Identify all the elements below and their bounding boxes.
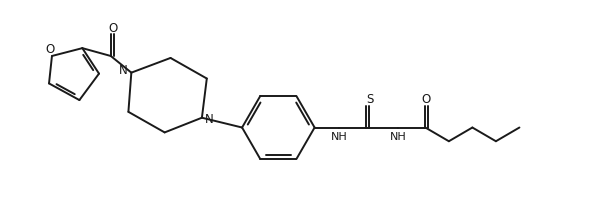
Text: O: O [108, 22, 117, 35]
Text: S: S [366, 93, 373, 106]
Text: N: N [205, 113, 214, 126]
Text: N: N [119, 64, 128, 77]
Text: O: O [45, 43, 55, 56]
Text: O: O [422, 93, 431, 106]
Text: NH: NH [331, 132, 348, 142]
Text: NH: NH [389, 132, 407, 142]
